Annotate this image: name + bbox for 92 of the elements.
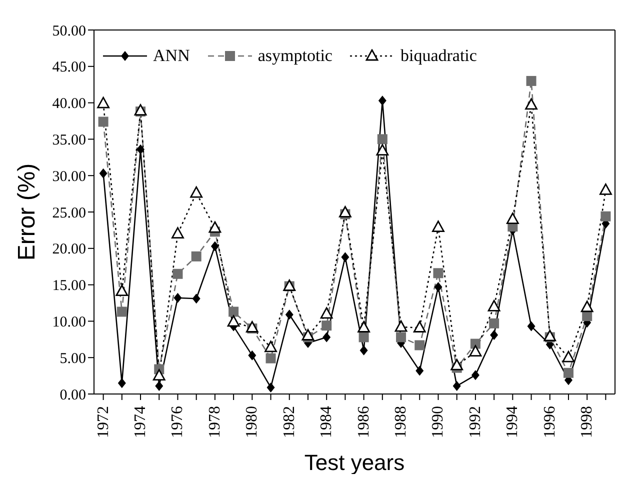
x-tick-label: 1978: [206, 406, 224, 438]
point: [416, 366, 424, 376]
x-tick-label: 1998: [578, 406, 596, 438]
point: [208, 221, 222, 233]
x-tick-label: 1990: [430, 406, 447, 438]
point: [563, 368, 574, 378]
point: [99, 168, 108, 178]
y-tick-label: 40.00: [52, 96, 86, 112]
point: [450, 358, 464, 370]
y-tick-label: 20.00: [52, 242, 86, 258]
point: [378, 96, 386, 106]
point: [544, 330, 556, 342]
x-tick-label: 1996: [541, 406, 558, 438]
point: [172, 268, 183, 279]
point: [322, 332, 331, 342]
point: [228, 306, 239, 317]
point: [136, 144, 145, 154]
x-tick-label: 1992: [466, 406, 484, 438]
point: [471, 370, 480, 380]
y-tick-label: 25.00: [52, 205, 86, 222]
point: [469, 345, 482, 356]
x-tick-label: 1982: [280, 406, 298, 438]
point: [174, 292, 182, 303]
point: [396, 332, 406, 342]
point: [376, 144, 389, 156]
x-tick-label: 1986: [355, 406, 372, 438]
point: [489, 318, 500, 328]
y-tick-label: 5.00: [60, 350, 86, 367]
point: [266, 382, 275, 392]
y-tick-label: 45.00: [52, 60, 86, 76]
x-tick-label: 1988: [392, 406, 410, 438]
point: [488, 300, 500, 312]
y-tick-label: 10.00: [52, 314, 86, 331]
y-tick-label: 35.00: [52, 132, 86, 149]
point: [358, 321, 370, 332]
point: [582, 311, 592, 322]
point: [190, 186, 203, 198]
point: [172, 227, 184, 239]
point: [377, 134, 388, 144]
point: [322, 320, 332, 331]
y-tick-label: 30.00: [52, 168, 86, 185]
point: [527, 321, 536, 332]
x-tick-label: 1984: [318, 406, 336, 438]
x-tick-label: 1976: [169, 406, 186, 438]
x-tick-label: 1994: [504, 406, 522, 438]
point: [341, 252, 350, 262]
point: [134, 104, 147, 116]
y-tick-label: 15.00: [52, 278, 86, 294]
point: [264, 340, 277, 352]
point: [152, 369, 166, 380]
x-tick-label: 1980: [244, 406, 261, 438]
point: [490, 330, 498, 340]
point: [433, 268, 444, 278]
point: [432, 220, 444, 232]
point: [302, 329, 314, 340]
x-tick-label: 1972: [94, 406, 112, 438]
point: [210, 241, 219, 252]
point: [360, 345, 368, 356]
y-axis-title: Error (%): [14, 163, 41, 261]
point: [155, 380, 164, 391]
point: [580, 300, 594, 312]
legend-label: biquadratic: [400, 46, 477, 66]
point: [191, 251, 202, 262]
point: [266, 353, 276, 364]
point: [116, 284, 128, 296]
point: [338, 206, 352, 218]
legend-label: asymptotic: [258, 46, 332, 66]
point: [434, 282, 442, 292]
y-tick-label: 0.00: [60, 387, 86, 404]
point: [320, 307, 333, 319]
point: [285, 310, 294, 320]
legend-label: ANN: [153, 46, 190, 66]
point: [525, 98, 538, 110]
point: [394, 320, 408, 332]
x-tick-label: 1974: [132, 406, 150, 438]
point: [227, 315, 240, 327]
point: [192, 294, 200, 304]
point: [116, 306, 127, 317]
point: [600, 211, 611, 222]
point: [248, 350, 256, 360]
point: [358, 332, 369, 342]
point: [506, 212, 519, 224]
y-tick-label: 50.00: [52, 23, 86, 40]
point: [413, 321, 426, 332]
point: [599, 183, 612, 195]
point: [97, 96, 110, 108]
point: [414, 340, 425, 350]
point: [562, 350, 575, 362]
point: [98, 116, 108, 127]
point: [526, 76, 536, 86]
point: [452, 380, 461, 391]
point: [118, 378, 126, 388]
